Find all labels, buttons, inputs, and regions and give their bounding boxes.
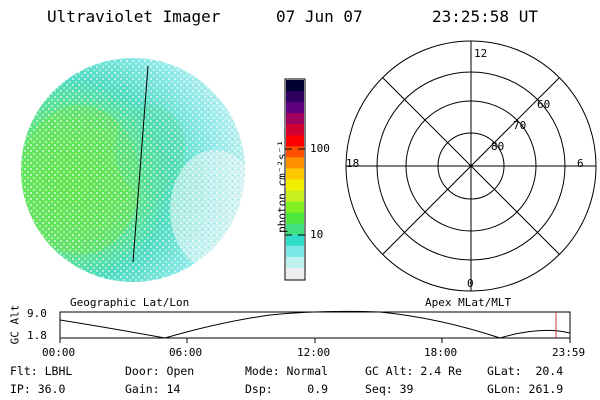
glat-info: GLat: 20.4: [487, 364, 564, 378]
gain-info: Gain: 14: [125, 382, 181, 396]
observation-date: 07 Jun 07: [276, 7, 363, 26]
uv-earth-disk-image: [21, 58, 245, 282]
mlat-label-80: 80: [491, 140, 505, 153]
altitude-ylabel: GC Alt: [8, 304, 22, 345]
colorbar-swatch: [286, 179, 304, 192]
gc-alt-info: GC Alt: 2.4 Re: [365, 364, 462, 378]
ip-info: IP: 36.0: [10, 382, 66, 396]
mlt-label-12: 12: [474, 47, 488, 60]
altitude-xtick-1800: 18:00: [424, 346, 458, 359]
polar-grid: [345, 40, 597, 292]
mlat-label-60: 60: [537, 98, 551, 111]
observation-time: 23:25:58 UT: [432, 7, 538, 26]
seq-info: Seq: 39: [365, 382, 414, 396]
filter-info: Flt: LBHL: [10, 364, 73, 378]
colorbar-swatch: [286, 267, 304, 280]
dsp-info: Dsp: 0.9: [245, 382, 329, 396]
colorbar-swatch: [286, 168, 304, 180]
colorbar-swatch: [286, 256, 304, 269]
colorbar-swatch: [286, 80, 304, 92]
mlt-label-0: 0: [467, 277, 474, 290]
colorbar-tick-10: 10: [310, 228, 324, 241]
mlt-label-18: 18: [346, 157, 360, 170]
instrument-title: Ultraviolet Imager: [47, 7, 221, 26]
glon-info: GLon: 261.9: [487, 382, 564, 396]
colorbar-swatch: [286, 190, 304, 203]
colorbar-swatch: [286, 157, 304, 169]
colorbar-swatch: [286, 212, 304, 225]
colorbar-swatch: [286, 113, 304, 125]
colorbar-unit-label: photon cm⁻²s⁻¹: [275, 140, 289, 233]
altitude-xtick-2359: 23:59: [552, 346, 586, 359]
mlt-label-6: 6: [577, 157, 584, 170]
colorbar-swatch: [286, 146, 304, 158]
colorbar-swatch: [286, 102, 304, 114]
geographic-panel-label: Geographic Lat/Lon: [70, 296, 190, 309]
colorbar-swatch: [286, 245, 304, 258]
altitude-xtick-1200: 12:00: [297, 346, 331, 359]
colorbar-tick-100: 100: [310, 142, 330, 155]
mlat-label-70: 70: [513, 119, 527, 132]
colorbar-swatch: [286, 124, 304, 136]
altitude-ytick-bottom: 1.8: [27, 329, 47, 342]
colorbar-swatch: [286, 234, 304, 247]
colorbar-swatch: [286, 201, 304, 214]
colorbar: [284, 78, 306, 281]
altitude-xtick-0600: 06:00: [169, 346, 203, 359]
apex-panel-label: Apex MLat/MLT: [425, 296, 512, 309]
altitude-plot: [59, 310, 571, 343]
colorbar-swatch: [286, 223, 304, 236]
altitude-xtick-0000: 00:00: [42, 346, 76, 359]
colorbar-swatch: [286, 135, 304, 147]
mode-info: Mode: Normal: [245, 364, 329, 378]
altitude-ytick-top: 9.0: [27, 307, 47, 320]
colorbar-swatch: [286, 91, 304, 103]
door-info: Door: Open: [125, 364, 195, 378]
